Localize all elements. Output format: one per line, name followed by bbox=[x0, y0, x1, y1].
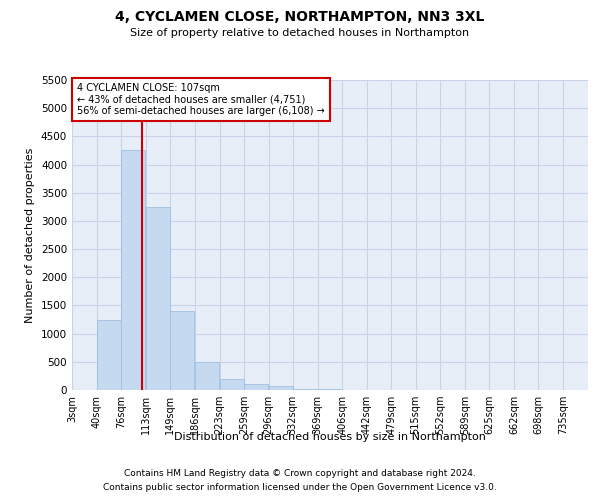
Y-axis label: Number of detached properties: Number of detached properties bbox=[25, 148, 35, 322]
Bar bbox=[293, 388, 317, 390]
Bar bbox=[195, 362, 219, 390]
Text: Contains HM Land Registry data © Crown copyright and database right 2024.: Contains HM Land Registry data © Crown c… bbox=[124, 468, 476, 477]
Text: Distribution of detached houses by size in Northampton: Distribution of detached houses by size … bbox=[174, 432, 486, 442]
Text: Contains public sector information licensed under the Open Government Licence v3: Contains public sector information licen… bbox=[103, 484, 497, 492]
Text: 4 CYCLAMEN CLOSE: 107sqm
← 43% of detached houses are smaller (4,751)
56% of sem: 4 CYCLAMEN CLOSE: 107sqm ← 43% of detach… bbox=[77, 83, 325, 116]
Bar bbox=[269, 386, 293, 390]
Bar bbox=[220, 378, 244, 390]
Bar bbox=[121, 150, 145, 390]
Bar bbox=[170, 311, 194, 390]
Text: 4, CYCLAMEN CLOSE, NORTHAMPTON, NN3 3XL: 4, CYCLAMEN CLOSE, NORTHAMPTON, NN3 3XL bbox=[115, 10, 485, 24]
Text: Size of property relative to detached houses in Northampton: Size of property relative to detached ho… bbox=[130, 28, 470, 38]
Bar bbox=[244, 384, 268, 390]
Bar bbox=[97, 320, 121, 390]
Bar bbox=[146, 207, 170, 390]
Bar bbox=[317, 389, 342, 390]
